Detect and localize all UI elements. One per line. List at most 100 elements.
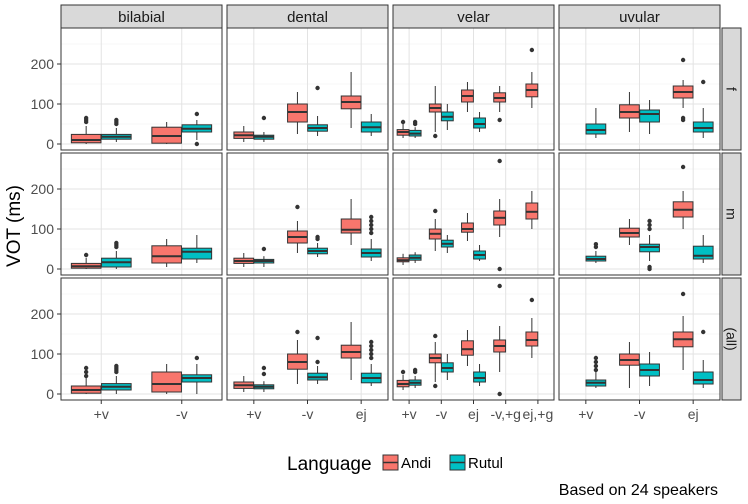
outlier-point bbox=[497, 117, 502, 123]
facet-strip-label: (all) bbox=[724, 327, 740, 350]
box-iqr bbox=[181, 247, 213, 260]
y-tick-label: 200 bbox=[31, 306, 55, 322]
panel-border bbox=[392, 152, 555, 276]
facet-strip-all bbox=[721, 277, 742, 401]
box-Rutul-all-velar-ej bbox=[473, 364, 486, 386]
y-tick-label: 200 bbox=[31, 181, 55, 197]
outlier-point bbox=[369, 230, 374, 236]
box-iqr bbox=[151, 245, 182, 264]
box-Andi-m-velar-v bbox=[428, 208, 442, 251]
panel-border bbox=[558, 152, 721, 276]
box-Rutul-all-uvular-v bbox=[639, 352, 660, 386]
outlier-point bbox=[295, 204, 300, 210]
box-Rutul-f-velar-ej bbox=[473, 112, 486, 132]
outlier-point bbox=[647, 264, 652, 270]
facet-strip-label: uvular bbox=[619, 9, 660, 26]
outlier-point bbox=[701, 79, 706, 85]
outlier-point bbox=[647, 218, 652, 224]
box-Rutul-m-velar-v bbox=[408, 252, 422, 263]
outlier-point bbox=[194, 141, 200, 147]
outlier-point bbox=[369, 214, 374, 220]
x-tick-label: ej bbox=[356, 406, 367, 422]
box-Rutul-f-velar-v bbox=[440, 104, 454, 130]
outlier-point bbox=[593, 359, 599, 365]
outlier-point bbox=[83, 373, 89, 379]
outlier-point bbox=[593, 355, 599, 361]
outlier-point bbox=[680, 57, 686, 63]
outlier-point bbox=[315, 359, 320, 365]
outlier-point bbox=[369, 218, 374, 224]
box-Rutul-f-uvular-v bbox=[639, 100, 660, 134]
x-tick-label: -v bbox=[435, 406, 447, 422]
outlier-point bbox=[497, 391, 502, 397]
outlier-point bbox=[497, 283, 502, 289]
outlier-point bbox=[400, 119, 406, 125]
outlier-point bbox=[369, 347, 374, 353]
x-tick-label: ej bbox=[688, 406, 699, 422]
panel-border bbox=[60, 152, 223, 276]
box-Andi-all-velar-ej-g bbox=[525, 297, 539, 358]
outlier-point bbox=[529, 47, 535, 53]
outlier-point bbox=[680, 291, 686, 297]
box-iqr bbox=[340, 218, 362, 234]
box-Andi-f-velar-v-g bbox=[493, 86, 507, 123]
box-Rutul-f-uvular-v bbox=[585, 108, 607, 138]
outlier-point bbox=[295, 329, 300, 335]
y-tick-label: 100 bbox=[31, 221, 55, 237]
outlier-point bbox=[194, 111, 200, 117]
box-Rutul-m-velar-ej bbox=[473, 245, 486, 261]
box-Andi-m-bilabial-v bbox=[151, 239, 182, 267]
box-Rutul-f-dental-v bbox=[307, 85, 328, 136]
box-Rutul-f-dental-v bbox=[253, 115, 275, 142]
outlier-point bbox=[83, 365, 89, 371]
outlier-point bbox=[433, 208, 438, 214]
y-tick-label: 0 bbox=[46, 261, 54, 277]
box-Andi-m-uvular-ej bbox=[672, 164, 694, 229]
outlier-point bbox=[412, 367, 418, 373]
outlier-point bbox=[261, 246, 267, 252]
box-Andi-m-dental-v bbox=[287, 204, 308, 253]
facet-strip-label: m bbox=[724, 208, 740, 220]
legend-title: Language bbox=[287, 454, 372, 475]
box-Rutul-f-uvular-ej bbox=[692, 79, 714, 138]
outlier-point bbox=[114, 240, 119, 246]
box-Rutul-all-dental-v bbox=[253, 365, 275, 392]
facet-strip-label: bilabial bbox=[118, 9, 165, 26]
outlier-point bbox=[369, 226, 374, 232]
outlier-point bbox=[433, 133, 438, 139]
outlier-point bbox=[647, 226, 652, 232]
panel-border bbox=[60, 27, 223, 151]
y-tick-label: 0 bbox=[46, 386, 54, 402]
box-iqr bbox=[151, 371, 182, 393]
box-Andi-f-dental-v bbox=[287, 92, 308, 134]
outlier-point bbox=[315, 234, 320, 240]
box-Rutul-m-bilabial-v bbox=[181, 235, 213, 263]
x-tick-label: -v bbox=[634, 406, 646, 422]
outlier-point bbox=[114, 117, 119, 123]
box-iqr bbox=[692, 371, 714, 385]
facet-strip-f bbox=[721, 27, 742, 151]
box-iqr bbox=[461, 222, 474, 233]
box-Andi-all-velar-ej bbox=[461, 330, 474, 366]
outlier-point bbox=[680, 164, 686, 170]
chart-caption: Based on 24 speakers bbox=[559, 482, 718, 499]
outlier-point bbox=[114, 363, 119, 369]
y-tick-label: 100 bbox=[31, 346, 55, 362]
outlier-point bbox=[400, 369, 406, 375]
outlier-point bbox=[261, 365, 267, 371]
panel-grid: bilabial dental velar uvular f m (all) 0 100 200 0… bbox=[31, 4, 742, 422]
box-Rutul-m-uvular-v bbox=[639, 218, 660, 272]
box-iqr bbox=[639, 109, 660, 123]
outlier-point bbox=[701, 329, 706, 335]
box-Andi-f-uvular-ej bbox=[672, 57, 694, 123]
y-tick-label: 200 bbox=[31, 56, 55, 72]
box-Andi-f-dental-ej bbox=[340, 72, 362, 128]
box-Rutul-all-dental-v bbox=[307, 335, 328, 384]
outlier-point bbox=[261, 115, 267, 121]
legend: Language Andi Rutul bbox=[287, 454, 503, 475]
facet-strip-label: f bbox=[724, 87, 740, 91]
box-Rutul-m-dental-ej bbox=[360, 214, 382, 261]
outlier-point bbox=[647, 222, 652, 228]
box-Andi-all-uvular-v bbox=[619, 342, 640, 388]
x-tick-label: -v bbox=[302, 406, 314, 422]
